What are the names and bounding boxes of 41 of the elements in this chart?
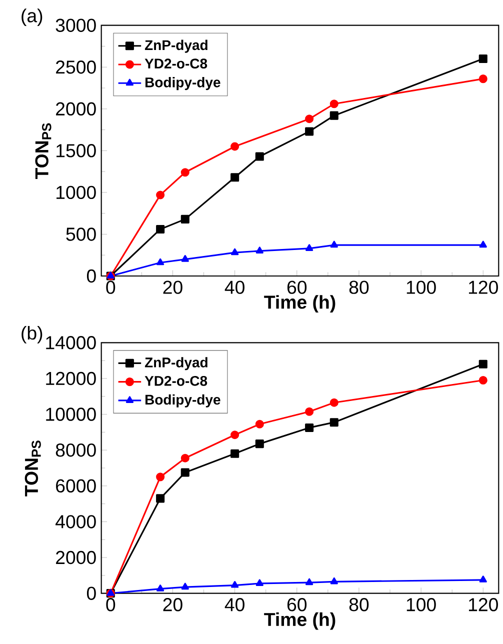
legend-label: YD2-o-C8 — [144, 376, 208, 386]
y-tick-label: 12000 — [46, 372, 96, 386]
y-tick-label: 10000 — [46, 408, 96, 421]
x-tick-label: 120 — [468, 598, 498, 612]
x-tick-label: 40 — [224, 598, 244, 612]
x-tick-label: 100 — [406, 280, 436, 294]
y-tick-label: 8000 — [56, 443, 96, 457]
y-tick-label: 4000 — [55, 515, 96, 528]
x-tick-label: 40 — [224, 280, 244, 294]
legend-label: YD2-o-C8 — [144, 58, 208, 69]
y-tick-label: 0 — [86, 586, 96, 600]
y-tick-label: 2000 — [56, 550, 96, 564]
y-tick-label: 3000 — [56, 18, 96, 32]
x-axis-title: Time (h) — [264, 612, 336, 630]
x-tick-label: 20 — [163, 280, 182, 294]
y-tick-label: 1500 — [56, 144, 96, 158]
chart-title: (a) — [22, 8, 42, 26]
y-tick-label: 1000 — [56, 186, 96, 200]
x-tick-label: 80 — [349, 280, 369, 294]
y-tick-label: 2000 — [56, 102, 96, 116]
x-axis-title: Time (h) — [264, 295, 336, 312]
x-tick-label: 80 — [349, 598, 369, 612]
legend-label: ZnP-dyad — [144, 357, 208, 370]
y-tick-label: 6000 — [56, 479, 96, 493]
x-tick-label: 120 — [468, 280, 498, 294]
x-tick-label: 0 — [106, 280, 116, 294]
x-tick-label: 60 — [287, 280, 306, 294]
y-tick-label: 0 — [86, 269, 96, 283]
x-tick-label: 20 — [163, 598, 182, 612]
legend-label: Bodipy-dye — [145, 394, 220, 408]
legend-label: ZnP-dyad — [144, 40, 208, 53]
y-tick-label: 2500 — [56, 60, 96, 74]
x-tick-label: 0 — [106, 598, 116, 612]
x-tick-label: 100 — [406, 598, 436, 612]
x-tick-label: 60 — [287, 598, 306, 612]
y-tick-label: 500 — [66, 228, 96, 241]
legend-label: Bodipy-dye — [145, 77, 220, 90]
y-axis-title: TON$_{PS}$ — [35, 123, 52, 180]
y-tick-label: 14000 — [46, 336, 96, 350]
y-axis-title: TON$_{PS}$ — [24, 440, 41, 496]
chart-title: (b) — [22, 326, 42, 344]
